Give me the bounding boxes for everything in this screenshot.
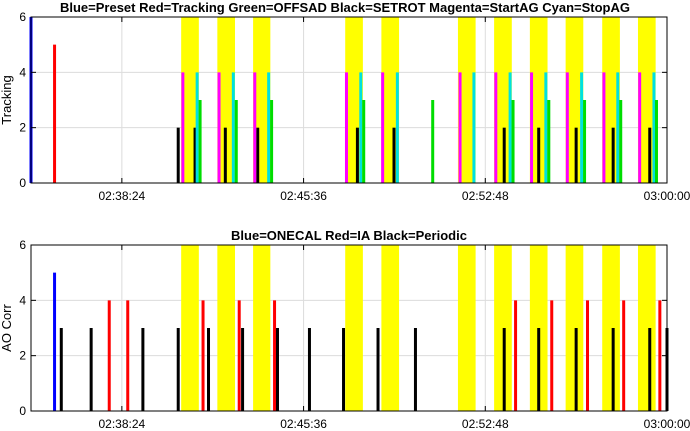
- ao-corr-highlight-band: [217, 245, 236, 411]
- tracking-xtick-label: 02:38:24: [98, 189, 145, 203]
- ao-corr-ticks: 02:38:24 02:45:36 02:52:48 03:00:00 0 2 4 6: [19, 238, 690, 431]
- tracking-plot-frame: [30, 16, 668, 184]
- tracking-title: Blue=Preset Red=Tracking Green=OFFSAD Bl…: [60, 0, 630, 15]
- ao-corr-highlight-band: [457, 245, 476, 411]
- tracking-ticks: 02:38:24 02:45:36 02:52:48 03:00:00 0 2 4 6: [19, 10, 690, 203]
- tracking-ytick-label: 2: [19, 121, 26, 135]
- ao-corr-highlight-band: [253, 245, 271, 411]
- ao-corr-title: Blue=ONECAL Red=IA Black=Periodic: [231, 228, 467, 243]
- tracking-highlight-band: [217, 17, 236, 183]
- ao-corr-highlight-bands: [181, 245, 656, 411]
- tracking-xtick-label: 02:45:36: [280, 189, 327, 203]
- ao-corr-highlight-band: [345, 245, 363, 411]
- ao-corr-ytick-label: 4: [19, 293, 26, 307]
- ao-corr-xtick-label: 02:38:24: [98, 417, 145, 431]
- ao-corr-ytick-label: 0: [19, 404, 26, 418]
- tracking-highlight-band: [602, 17, 620, 183]
- tracking-xtick-label: 03:00:00: [644, 189, 690, 203]
- ao-corr-ylabel: AO Corr: [0, 303, 14, 351]
- ao-corr-xtick-label: 02:45:36: [280, 417, 327, 431]
- tracking-xtick-label: 02:52:48: [462, 189, 509, 203]
- ao-corr-highlight-band: [565, 245, 584, 411]
- ao-corr-highlight-band: [637, 245, 656, 411]
- tracking-ytick-label: 6: [19, 10, 26, 24]
- ao-corr-xtick-label: 03:00:00: [644, 417, 690, 431]
- tracking-highlight-bands: [181, 17, 656, 183]
- ao-corr-ytick-label: 2: [19, 349, 26, 363]
- ao-corr-ytick-label: 6: [19, 238, 26, 252]
- tracking-highlight-band: [565, 17, 584, 183]
- tracking-ytick-label: 4: [19, 65, 26, 79]
- tracking-highlight-band: [494, 17, 512, 183]
- tracking-bars: [29, 17, 658, 183]
- ao-corr-panel: Blue=ONECAL Red=IA Black=Periodic 02:38:…: [0, 228, 690, 431]
- tracking-panel: Blue=Preset Red=Tracking Green=OFFSAD Bl…: [0, 0, 690, 203]
- tracking-ylabel: Tracking: [0, 75, 14, 124]
- ao-corr-plot-frame: [30, 244, 668, 412]
- ao-corr-highlight-band: [181, 245, 199, 411]
- ao-corr-highlight-band: [602, 245, 620, 411]
- tracking-highlight-band: [529, 17, 548, 183]
- ao-corr-bars: [53, 272, 669, 411]
- tracking-ytick-label: 0: [19, 176, 26, 190]
- tracking-highlight-band: [457, 17, 476, 183]
- ao-corr-highlight-band: [381, 245, 400, 411]
- ao-corr-xtick-label: 02:52:48: [462, 417, 509, 431]
